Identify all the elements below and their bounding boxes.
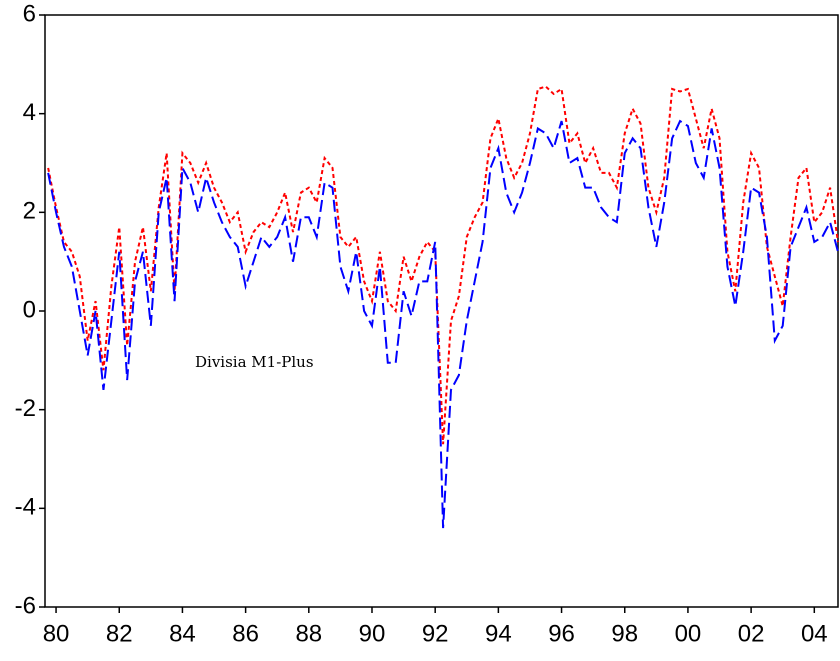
y-tick-label: -6	[15, 592, 36, 619]
x-tick-label: 04	[801, 620, 828, 647]
y-tick-label: 6	[23, 0, 36, 27]
x-tick-label: 88	[295, 620, 322, 647]
series-annotation: Divisia M1-Plus	[195, 353, 314, 371]
x-tick-label: 96	[548, 620, 575, 647]
x-tick-label: 80	[43, 620, 70, 647]
x-tick-label: 94	[485, 620, 512, 647]
y-tick-label: 4	[23, 99, 36, 126]
y-tick-label: 0	[23, 296, 36, 323]
series-line	[47, 85, 839, 445]
x-tick-label: 92	[422, 620, 449, 647]
y-tick-label: -4	[15, 494, 36, 521]
x-tick-label: 86	[232, 620, 259, 647]
x-tick-label: 98	[611, 620, 638, 647]
x-tick-label: 00	[675, 620, 702, 647]
series-line	[47, 119, 839, 529]
x-tick-label: 90	[359, 620, 386, 647]
x-tick-label: 02	[738, 620, 765, 647]
x-tick-label: 82	[106, 620, 133, 647]
y-tick-label: 2	[23, 198, 36, 225]
y-tick-label: -2	[15, 395, 36, 422]
plot-frame	[44, 14, 839, 608]
x-tick-label: 84	[169, 620, 196, 647]
